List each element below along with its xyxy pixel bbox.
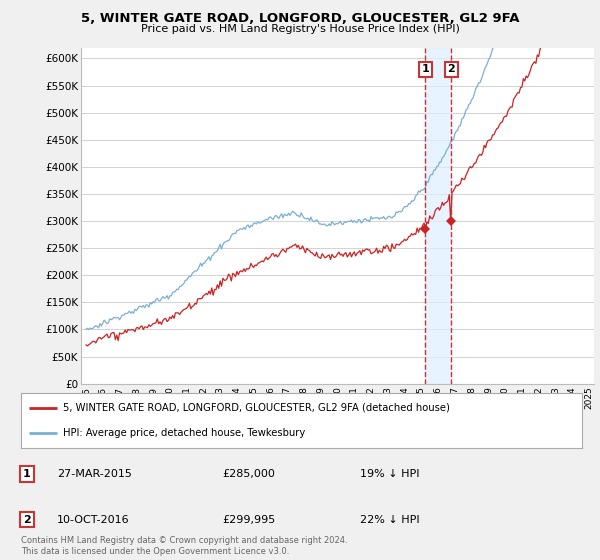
Text: £285,000: £285,000 — [222, 469, 275, 479]
Text: 27-MAR-2015: 27-MAR-2015 — [57, 469, 132, 479]
Text: £299,995: £299,995 — [222, 515, 275, 525]
Text: 5, WINTER GATE ROAD, LONGFORD, GLOUCESTER, GL2 9FA: 5, WINTER GATE ROAD, LONGFORD, GLOUCESTE… — [81, 12, 519, 25]
Text: HPI: Average price, detached house, Tewkesbury: HPI: Average price, detached house, Tewk… — [63, 428, 305, 438]
Bar — [425, 48, 451, 384]
Text: 22% ↓ HPI: 22% ↓ HPI — [360, 515, 419, 525]
Text: 2: 2 — [23, 515, 31, 525]
Text: 1: 1 — [23, 469, 31, 479]
Text: 5, WINTER GATE ROAD, LONGFORD, GLOUCESTER, GL2 9FA (detached house): 5, WINTER GATE ROAD, LONGFORD, GLOUCESTE… — [63, 403, 450, 413]
Text: 1: 1 — [421, 64, 429, 74]
Text: 2: 2 — [447, 64, 455, 74]
Text: Contains HM Land Registry data © Crown copyright and database right 2024.
This d: Contains HM Land Registry data © Crown c… — [21, 536, 347, 556]
Text: 19% ↓ HPI: 19% ↓ HPI — [360, 469, 419, 479]
Text: 10-OCT-2016: 10-OCT-2016 — [57, 515, 130, 525]
Text: Price paid vs. HM Land Registry's House Price Index (HPI): Price paid vs. HM Land Registry's House … — [140, 24, 460, 34]
